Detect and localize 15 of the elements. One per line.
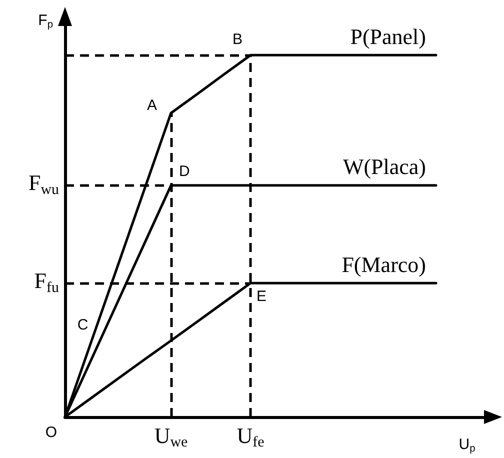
ref-line-label: F$_{wu}$ xyxy=(28,170,59,198)
x-axis-title: U$_{p}$ xyxy=(458,436,476,455)
annotation: D xyxy=(179,163,190,180)
series-label: F(Marco) xyxy=(342,252,426,278)
series-label: P(Panel) xyxy=(350,24,426,50)
ref-line-label: F$_{fu}$ xyxy=(34,268,59,296)
series-label: W(Placa) xyxy=(342,154,426,180)
y-axis-title: F$_{p}$ xyxy=(38,12,53,31)
x-tick-label: U$_{fe}$ xyxy=(236,423,264,451)
annotation: E xyxy=(256,288,267,306)
annotation: C xyxy=(77,316,88,334)
text: O xyxy=(45,424,57,441)
annotation: B xyxy=(232,31,242,48)
x-tick-label: U$_{we}$ xyxy=(154,423,188,451)
annotation: A xyxy=(146,97,157,114)
